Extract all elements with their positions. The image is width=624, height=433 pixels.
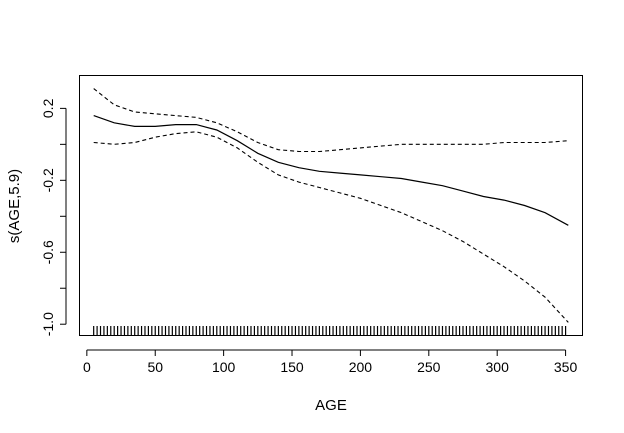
y-tick-label: -0.2 xyxy=(40,168,56,192)
rug-marks xyxy=(93,326,567,335)
plot-frame xyxy=(79,75,583,336)
x-tick-label: 350 xyxy=(554,359,578,375)
y-tick-label: -0.6 xyxy=(40,240,56,264)
x-tick-label: 250 xyxy=(417,359,441,375)
y-tick-label: 0.2 xyxy=(40,98,56,118)
x-tick-label: 300 xyxy=(486,359,510,375)
y-tick-label: -1.0 xyxy=(40,312,56,336)
x-tick-label: 0 xyxy=(83,359,91,375)
upper-band-line xyxy=(93,88,569,153)
x-axis-label: AGE xyxy=(315,397,347,414)
x-tick-label: 100 xyxy=(212,359,236,375)
y-axis: -1.0 -0.6 -0.2 0.2 xyxy=(40,98,67,336)
y-ticks: -1.0 -0.6 -0.2 0.2 xyxy=(40,98,66,336)
x-axis: 0 50 100 150 200 250 300 350 xyxy=(83,349,578,375)
x-ticks: 0 50 100 150 200 250 300 350 xyxy=(83,350,578,375)
series-lines xyxy=(93,88,569,323)
x-tick-label: 50 xyxy=(147,359,163,375)
lower-band-line xyxy=(93,131,569,323)
y-axis-label: s(AGE,5.9) xyxy=(6,169,23,243)
x-tick-label: 200 xyxy=(349,359,373,375)
fit-line xyxy=(93,115,569,226)
x-tick-label: 150 xyxy=(280,359,304,375)
